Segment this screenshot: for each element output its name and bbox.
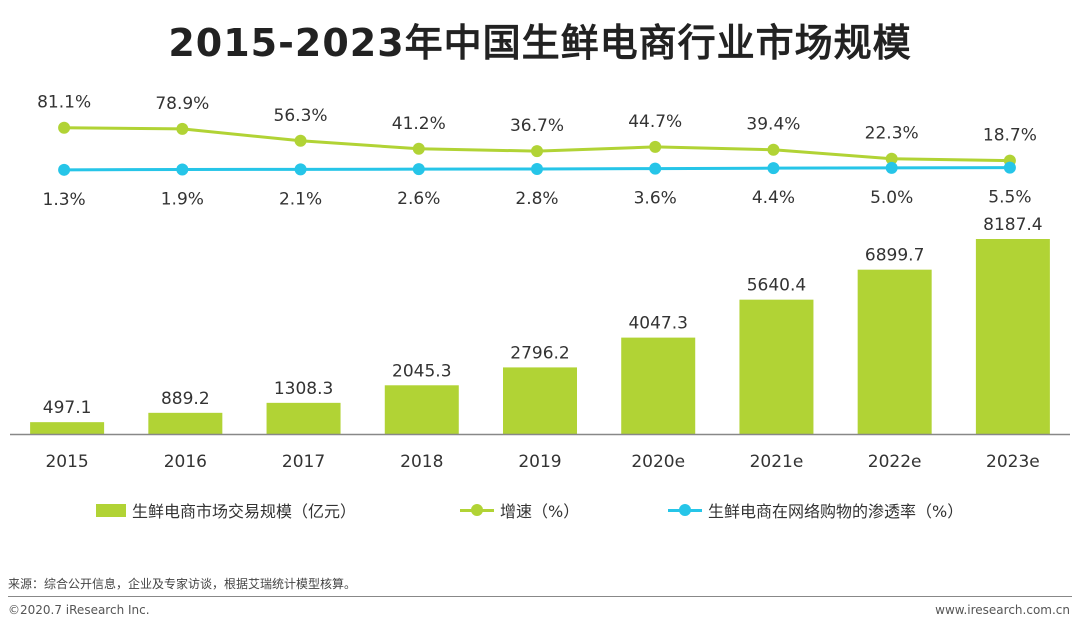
footer-divider xyxy=(8,596,1072,597)
bar-label-2018: 2045.3 xyxy=(392,361,451,381)
penetration-point-2016 xyxy=(176,163,189,176)
bar-label-2017: 1308.3 xyxy=(274,379,333,399)
x-tick-2020e: 2020e xyxy=(631,452,685,472)
legend-penetration-swatch xyxy=(668,503,702,517)
growth-label-2017: 56.3% xyxy=(274,106,328,126)
growth-label-2020e: 44.7% xyxy=(628,112,682,132)
bar-2015 xyxy=(30,422,105,434)
x-tick-2023e: 2023e xyxy=(986,452,1040,472)
penetration-point-2018 xyxy=(412,163,425,176)
website-link[interactable]: www.iresearch.com.cn xyxy=(935,603,1070,617)
bar-label-2021e: 5640.4 xyxy=(747,276,806,296)
legend-label-penetration: 生鲜电商在网络购物的渗透率（%） xyxy=(708,502,964,521)
legend-item-growth: 增速（%） xyxy=(460,496,579,524)
legend-bar-swatch xyxy=(96,503,126,517)
bar-label-2019: 2796.2 xyxy=(510,343,569,363)
bar-2018 xyxy=(384,385,459,434)
bar-2023e xyxy=(975,239,1050,434)
growth-point-2019 xyxy=(531,145,543,158)
legend-growth-swatch xyxy=(460,503,494,517)
x-tick-2018: 2018 xyxy=(400,452,443,472)
legend-label-growth: 增速（%） xyxy=(500,502,580,521)
penetration-label-2022e: 5.0% xyxy=(870,188,913,208)
growth-label-2019: 36.7% xyxy=(510,116,564,136)
bar-label-2016: 889.2 xyxy=(161,389,210,409)
x-tick-2021e: 2021e xyxy=(750,452,804,472)
x-tick-2022e: 2022e xyxy=(868,452,922,472)
source-note: 来源：综合公开信息，企业及专家访谈，根据艾瑞统计模型核算。 xyxy=(8,577,357,591)
growth-point-2017 xyxy=(294,134,307,147)
penetration-point-2022e xyxy=(885,161,898,174)
penetration-label-2016: 1.9% xyxy=(161,189,204,209)
penetration-point-2021e xyxy=(767,162,780,175)
growth-label-2015: 81.1% xyxy=(37,93,91,113)
growth-point-2022e xyxy=(885,152,898,165)
growth-label-2018: 41.2% xyxy=(392,114,446,134)
bar-label-2020e: 4047.3 xyxy=(628,314,687,334)
growth-point-2020e xyxy=(649,140,662,153)
penetration-label-2020e: 3.6% xyxy=(634,189,677,209)
copyright-text: ©2020.7 iResearch Inc. xyxy=(8,603,150,617)
growth-label-2022e: 22.3% xyxy=(865,124,919,144)
bar-label-2023e: 8187.4 xyxy=(983,215,1042,235)
penetration-label-2018: 2.6% xyxy=(397,189,440,209)
penetration-point-2019 xyxy=(531,163,543,176)
x-tick-2017: 2017 xyxy=(282,452,325,472)
penetration-point-2017 xyxy=(294,163,307,176)
growth-point-2021e xyxy=(767,143,780,156)
bar-2017 xyxy=(266,402,341,434)
penetration-point-2023e xyxy=(1003,161,1016,174)
legend-label-market-size: 生鲜电商市场交易规模（亿元） xyxy=(132,502,357,521)
x-tick-2016: 2016 xyxy=(164,452,207,472)
bar-label-2022e: 6899.7 xyxy=(865,246,924,266)
bar-2020e xyxy=(621,337,696,434)
penetration-label-2023e: 5.5% xyxy=(988,188,1031,208)
bar-2019 xyxy=(503,367,577,434)
bar-2021e xyxy=(739,299,814,434)
growth-label-2016: 78.9% xyxy=(155,94,209,114)
chart-title: 2015-2023年中国生鲜电商行业市场规模 xyxy=(168,21,912,65)
bar-label-2015: 497.1 xyxy=(43,398,92,418)
chart-legend: 生鲜电商市场交易规模（亿元） 增速（%） 生鲜电商在网络购物的渗透率（%） xyxy=(0,496,1080,524)
penetration-point-2015 xyxy=(58,163,71,176)
growth-point-2016 xyxy=(176,122,189,135)
penetration-label-2015: 1.3% xyxy=(43,190,86,210)
x-tick-2019: 2019 xyxy=(518,452,561,472)
bar-2016 xyxy=(148,412,223,434)
penetration-label-2019: 2.8% xyxy=(515,189,558,209)
bar-2022e xyxy=(857,269,932,434)
legend-item-penetration: 生鲜电商在网络购物的渗透率（%） xyxy=(668,496,963,524)
legend-item-market-size: 生鲜电商市场交易规模（亿元） xyxy=(96,496,356,524)
growth-label-2021e: 39.4% xyxy=(746,115,800,135)
growth-point-2015 xyxy=(58,121,71,134)
penetration-label-2017: 2.1% xyxy=(279,189,322,209)
growth-label-2023e: 18.7% xyxy=(983,126,1037,146)
growth-point-2018 xyxy=(412,142,425,155)
penetration-point-2020e xyxy=(649,162,662,175)
penetration-label-2021e: 4.4% xyxy=(752,188,795,208)
x-tick-2015: 2015 xyxy=(45,452,88,472)
